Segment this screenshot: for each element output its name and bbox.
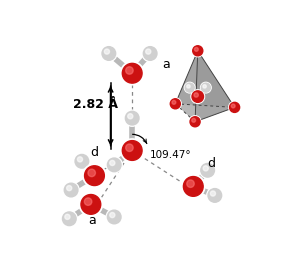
Circle shape [190, 117, 200, 127]
Circle shape [122, 63, 142, 83]
Circle shape [121, 62, 144, 85]
Circle shape [62, 212, 76, 226]
Circle shape [81, 194, 101, 214]
Circle shape [200, 162, 216, 178]
Circle shape [193, 46, 203, 56]
Polygon shape [195, 51, 235, 122]
Circle shape [88, 169, 95, 177]
Circle shape [101, 45, 117, 61]
Circle shape [201, 82, 211, 93]
Circle shape [75, 155, 89, 168]
Circle shape [84, 198, 92, 205]
Circle shape [201, 83, 210, 92]
Polygon shape [175, 104, 235, 122]
Circle shape [189, 116, 201, 128]
Circle shape [121, 139, 144, 162]
Circle shape [172, 101, 176, 104]
Circle shape [64, 183, 78, 197]
Circle shape [106, 209, 122, 225]
Circle shape [110, 160, 115, 165]
Circle shape [124, 110, 140, 126]
Circle shape [194, 47, 198, 51]
Circle shape [207, 187, 223, 203]
Circle shape [169, 98, 181, 110]
Circle shape [191, 90, 205, 103]
Circle shape [110, 213, 115, 218]
Circle shape [102, 47, 116, 60]
Circle shape [208, 189, 222, 202]
Circle shape [146, 49, 151, 54]
Circle shape [106, 157, 122, 173]
Circle shape [230, 102, 240, 113]
Circle shape [142, 45, 158, 61]
Circle shape [229, 101, 241, 113]
Circle shape [107, 158, 121, 172]
Circle shape [192, 91, 203, 102]
Polygon shape [175, 51, 235, 107]
Circle shape [85, 166, 104, 186]
Circle shape [122, 141, 142, 160]
Text: a: a [163, 58, 170, 71]
Text: 2.82 Å: 2.82 Å [73, 98, 118, 111]
Circle shape [128, 114, 133, 119]
Circle shape [184, 82, 195, 93]
Circle shape [210, 191, 215, 196]
Circle shape [126, 144, 133, 152]
Circle shape [83, 164, 106, 187]
Circle shape [170, 99, 180, 109]
Circle shape [61, 211, 77, 227]
Text: d: d [208, 157, 216, 170]
Circle shape [194, 93, 198, 97]
Circle shape [65, 214, 70, 219]
Circle shape [183, 177, 203, 196]
Circle shape [231, 104, 235, 108]
Circle shape [67, 185, 72, 191]
Circle shape [185, 83, 194, 92]
Circle shape [203, 166, 208, 171]
Circle shape [192, 118, 196, 122]
Circle shape [126, 67, 133, 74]
Circle shape [192, 45, 204, 57]
Text: d: d [91, 146, 98, 159]
Circle shape [125, 111, 139, 125]
Circle shape [63, 182, 79, 198]
Circle shape [107, 210, 121, 224]
Circle shape [104, 49, 110, 54]
Text: a: a [88, 214, 96, 227]
Circle shape [79, 193, 103, 216]
Circle shape [203, 85, 206, 88]
Circle shape [187, 85, 190, 88]
Polygon shape [175, 51, 198, 122]
Circle shape [77, 157, 83, 162]
Circle shape [182, 175, 205, 198]
Circle shape [143, 47, 157, 60]
Text: 109.47°: 109.47° [150, 150, 192, 160]
Circle shape [187, 180, 194, 188]
Circle shape [74, 153, 90, 169]
Circle shape [201, 163, 214, 177]
